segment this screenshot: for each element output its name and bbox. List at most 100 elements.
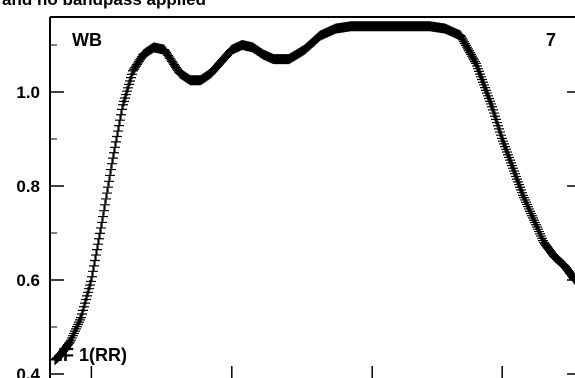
data-point xyxy=(512,174,522,185)
data-point xyxy=(478,77,488,88)
data-point xyxy=(70,326,80,337)
data-point xyxy=(99,205,109,216)
data-point xyxy=(90,255,100,266)
data-point xyxy=(504,152,514,163)
data-point xyxy=(511,171,521,182)
data-point xyxy=(474,66,484,77)
data-point xyxy=(537,233,547,244)
x-axis xyxy=(90,366,503,378)
panel-number: 7 xyxy=(546,30,556,50)
data-point xyxy=(520,194,530,205)
y-tick-label: 0.4 xyxy=(16,365,40,378)
data-point xyxy=(115,115,125,126)
data-point xyxy=(477,74,487,85)
data-point xyxy=(510,168,520,179)
y-tick-label: 0.8 xyxy=(16,177,40,196)
data-point xyxy=(67,332,77,343)
data-point xyxy=(103,182,113,193)
data-point xyxy=(117,104,127,115)
data-point xyxy=(509,165,519,176)
data-point xyxy=(69,328,79,339)
data-point xyxy=(104,176,114,187)
data-point xyxy=(108,153,118,164)
data-point xyxy=(508,163,518,174)
data-point xyxy=(531,219,541,230)
data-point xyxy=(516,184,526,195)
data-point xyxy=(570,275,575,285)
data-point xyxy=(73,319,83,330)
data-point xyxy=(105,170,115,181)
data-point xyxy=(475,69,485,80)
data-point xyxy=(536,231,546,242)
data-point xyxy=(480,82,490,93)
data-point xyxy=(71,323,81,334)
data-point xyxy=(507,160,517,171)
data-point xyxy=(86,276,96,287)
data-point xyxy=(484,93,494,104)
chart-title: and no bandpass applied xyxy=(2,0,206,9)
data-point xyxy=(523,201,533,212)
y-tick-label: 1.0 xyxy=(16,83,40,102)
data-point xyxy=(521,197,531,208)
data-point xyxy=(481,85,491,96)
data-point xyxy=(112,131,122,142)
data-point xyxy=(529,215,539,226)
data-point xyxy=(524,203,534,214)
data-point xyxy=(479,79,489,90)
data-point xyxy=(110,142,120,153)
data-point xyxy=(92,244,102,255)
data-point xyxy=(111,136,121,147)
data-series xyxy=(50,21,575,365)
data-point xyxy=(518,190,528,201)
data-point xyxy=(533,224,543,235)
data-point xyxy=(87,271,97,282)
data-point xyxy=(75,314,85,325)
data-point xyxy=(472,60,482,71)
data-point xyxy=(500,141,510,152)
data-point xyxy=(527,210,537,221)
data-point xyxy=(66,335,76,346)
data-point xyxy=(569,273,575,284)
data-point xyxy=(501,144,511,155)
data-point xyxy=(535,228,545,239)
data-point xyxy=(100,199,110,210)
data-point xyxy=(93,239,103,250)
data-point xyxy=(483,90,493,101)
data-point xyxy=(65,336,75,347)
data-point xyxy=(499,138,509,149)
data-point xyxy=(498,136,508,147)
data-point xyxy=(91,250,101,261)
data-point xyxy=(528,212,538,223)
data-point xyxy=(532,222,542,233)
data-point xyxy=(102,188,112,199)
data-point xyxy=(101,193,111,204)
data-point xyxy=(68,330,78,341)
data-point xyxy=(485,96,495,107)
panel-label: WB xyxy=(72,30,102,50)
data-point xyxy=(74,317,84,328)
y-axis: 0.4 0.6 0.8 1.0 xyxy=(16,44,575,378)
data-point xyxy=(519,192,529,203)
data-point xyxy=(568,272,575,283)
data-point xyxy=(473,63,483,74)
data-point xyxy=(106,164,116,175)
data-point xyxy=(116,109,126,120)
data-point xyxy=(476,71,486,82)
data-point xyxy=(471,58,481,69)
data-point xyxy=(113,126,123,137)
series-label: IF 1(RR) xyxy=(58,345,127,365)
data-point xyxy=(567,270,575,281)
data-point xyxy=(513,176,523,187)
y-tick-label: 0.6 xyxy=(16,271,40,290)
data-point xyxy=(109,147,119,158)
data-point xyxy=(88,266,98,277)
data-point xyxy=(98,211,108,222)
data-point xyxy=(470,56,480,67)
data-point xyxy=(515,182,525,193)
data-point xyxy=(97,217,107,228)
data-point xyxy=(114,120,124,131)
data-point xyxy=(72,321,82,332)
data-point xyxy=(107,158,117,169)
data-point xyxy=(525,206,535,217)
